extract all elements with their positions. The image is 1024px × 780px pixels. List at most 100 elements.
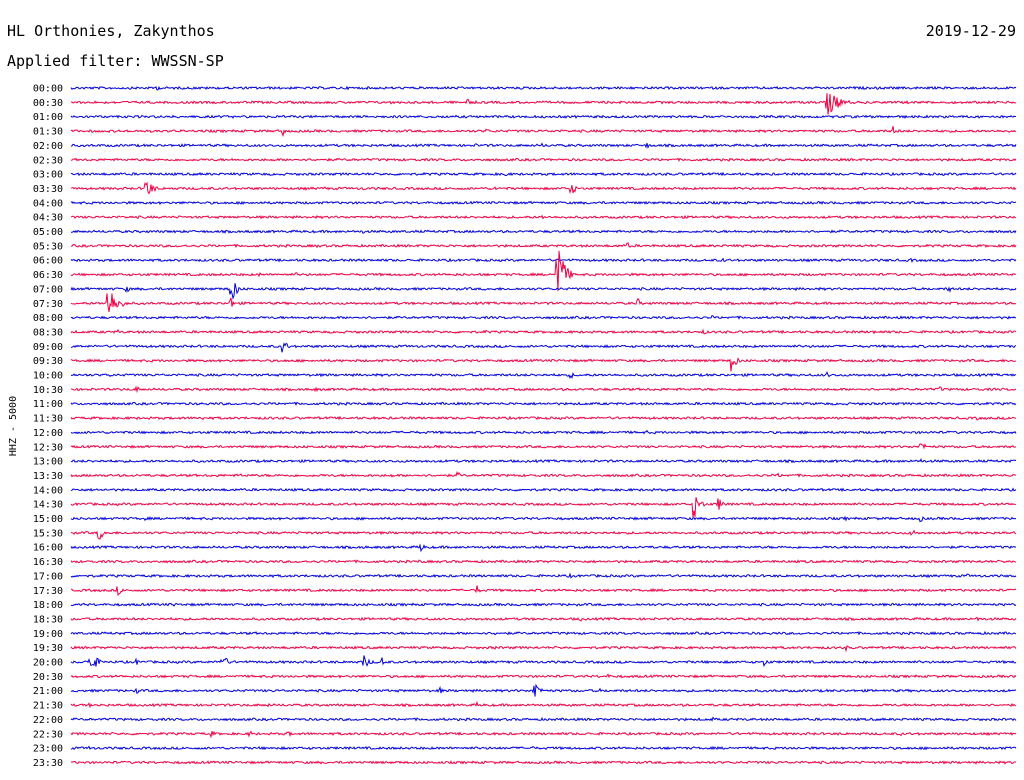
row-time-label: 19:30 xyxy=(33,643,63,654)
trace-line xyxy=(70,630,1017,636)
row-time-label: 18:00 xyxy=(33,600,63,611)
trace-line xyxy=(70,645,1017,653)
row-time-label: 23:00 xyxy=(33,744,63,755)
trace-line xyxy=(70,315,1017,320)
row-time-label: 08:30 xyxy=(33,327,63,338)
trace-line xyxy=(70,200,1017,206)
row-time-label: 02:30 xyxy=(33,155,63,166)
row-time-label: 08:00 xyxy=(33,313,63,324)
trace-line xyxy=(70,401,1017,406)
row-time-label: 16:30 xyxy=(33,557,63,568)
trace-line xyxy=(70,443,1017,450)
trace-line xyxy=(70,181,1017,195)
trace-line xyxy=(70,242,1017,249)
row-time-label: 17:00 xyxy=(33,571,63,582)
trace-line xyxy=(70,497,1017,518)
trace-line xyxy=(70,429,1017,435)
trace-line xyxy=(70,602,1017,607)
trace-line xyxy=(70,559,1017,564)
trace-line xyxy=(70,171,1017,177)
row-time-label: 01:00 xyxy=(33,112,63,123)
trace-line xyxy=(70,293,1017,313)
row-time-label: 19:00 xyxy=(33,629,63,640)
trace-line xyxy=(70,673,1017,679)
row-time-label: 14:00 xyxy=(33,485,63,496)
row-time-label: 16:00 xyxy=(33,543,63,554)
trace-line xyxy=(70,371,1017,379)
trace-line xyxy=(70,229,1017,234)
chart-date: 2019-12-29 xyxy=(926,22,1016,40)
row-time-label: 06:30 xyxy=(33,270,63,281)
trace-line xyxy=(70,655,1017,667)
trace-line xyxy=(70,515,1017,523)
row-time-label: 02:00 xyxy=(33,141,63,152)
trace-line xyxy=(70,760,1017,765)
trace-line xyxy=(70,471,1017,478)
y-axis-label: HHZ - 5000 xyxy=(8,396,19,456)
trace-line xyxy=(70,142,1017,149)
row-time-label: 09:00 xyxy=(33,342,63,353)
trace-line xyxy=(70,250,1017,292)
trace-line xyxy=(70,458,1017,464)
row-time-label: 14:30 xyxy=(33,500,63,511)
row-time-label: 09:30 xyxy=(33,356,63,367)
chart-subtitle: Applied filter: WWSSN-SP xyxy=(7,52,224,70)
row-time-label: 15:30 xyxy=(33,528,63,539)
trace-line xyxy=(70,328,1017,335)
trace-line xyxy=(70,415,1017,421)
row-time-label: 11:00 xyxy=(33,399,63,410)
trace-line xyxy=(70,283,1017,300)
row-time-label: 12:00 xyxy=(33,428,63,439)
trace-line xyxy=(70,529,1017,540)
row-time-label: 21:00 xyxy=(33,686,63,697)
row-time-label: 20:30 xyxy=(33,672,63,683)
row-time-label: 23:30 xyxy=(33,758,63,769)
row-time-label: 15:00 xyxy=(33,514,63,525)
row-time-label: 20:00 xyxy=(33,658,63,669)
trace-line xyxy=(70,357,1017,372)
row-time-label: 04:00 xyxy=(33,198,63,209)
row-time-label: 21:30 xyxy=(33,701,63,712)
trace-line xyxy=(70,114,1017,119)
row-time-label: 05:30 xyxy=(33,241,63,252)
row-time-label: 13:30 xyxy=(33,471,63,482)
row-time-label: 03:30 xyxy=(33,184,63,195)
chart-title: HL Orthonies, Zakynthos xyxy=(7,22,215,40)
trace-line xyxy=(70,700,1017,709)
row-time-label: 12:30 xyxy=(33,442,63,453)
row-time-label: 22:00 xyxy=(33,715,63,726)
row-time-label: 07:30 xyxy=(33,299,63,310)
trace-line xyxy=(70,683,1017,697)
row-time-label: 00:30 xyxy=(33,98,63,109)
trace-line xyxy=(70,126,1017,138)
row-time-label: 07:00 xyxy=(33,284,63,295)
row-time-label: 06:00 xyxy=(33,256,63,267)
trace-line xyxy=(70,616,1017,622)
row-time-label: 01:30 xyxy=(33,127,63,138)
trace-line xyxy=(70,157,1017,163)
row-time-label: 11:30 xyxy=(33,414,63,425)
row-time-label: 00:00 xyxy=(33,84,63,95)
trace-line xyxy=(70,257,1017,263)
row-time-label: 05:00 xyxy=(33,227,63,238)
row-time-label: 10:30 xyxy=(33,385,63,396)
row-time-label: 22:30 xyxy=(33,729,63,740)
trace-line xyxy=(70,85,1017,91)
row-time-label: 04:30 xyxy=(33,213,63,224)
row-time-label: 13:00 xyxy=(33,457,63,468)
trace-line xyxy=(70,487,1017,493)
trace-line xyxy=(70,385,1017,394)
trace-line xyxy=(70,745,1017,751)
trace-line xyxy=(70,572,1017,579)
trace-line xyxy=(70,214,1017,220)
trace-line xyxy=(70,730,1017,739)
trace-line xyxy=(70,543,1017,553)
trace-line xyxy=(70,585,1017,597)
trace-line xyxy=(70,342,1017,353)
row-time-label: 17:30 xyxy=(33,586,63,597)
row-time-label: 10:00 xyxy=(33,371,63,382)
trace-line xyxy=(70,93,1017,115)
trace-rows: 00:00 00:30 01:00 01:30 02:00 02:30 03:00 03:30… xyxy=(33,84,1017,769)
row-time-label: 03:00 xyxy=(33,170,63,181)
